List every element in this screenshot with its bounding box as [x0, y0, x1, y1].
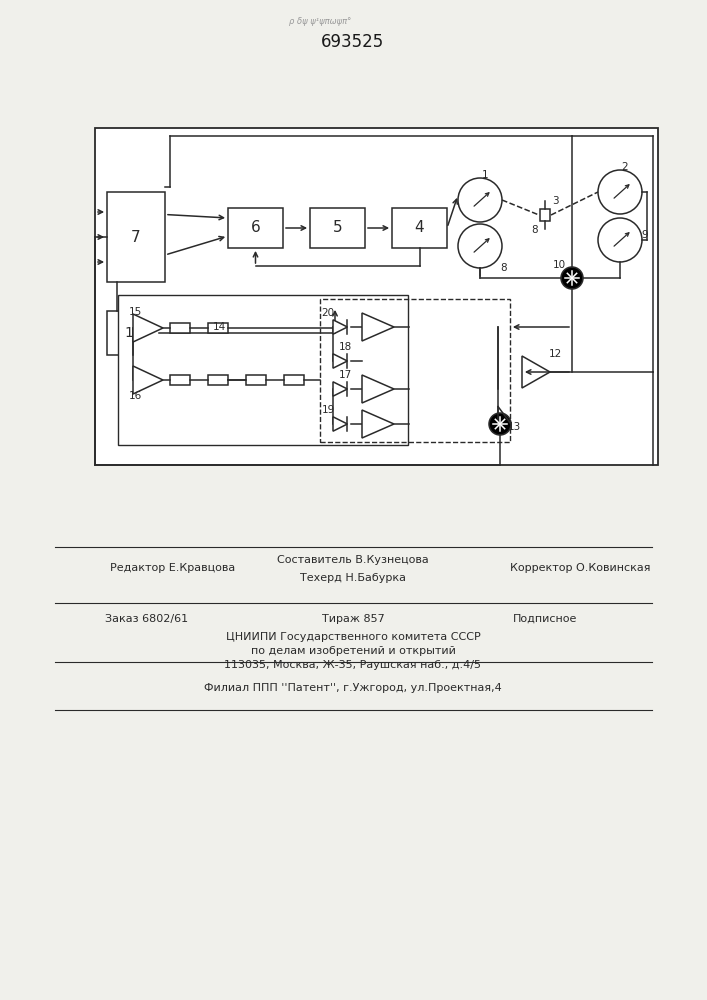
- Circle shape: [598, 218, 642, 262]
- Bar: [392, 208, 447, 248]
- Polygon shape: [333, 354, 347, 368]
- Bar: [246, 375, 266, 385]
- Text: ЦНИИПИ Государственного комитета СССР: ЦНИИПИ Государственного комитета СССР: [226, 632, 480, 642]
- Text: 9: 9: [642, 230, 648, 240]
- Bar: [208, 323, 228, 333]
- Text: 14: 14: [212, 322, 226, 332]
- Text: 8: 8: [501, 263, 508, 273]
- Text: 6: 6: [250, 221, 260, 235]
- Text: 10: 10: [552, 260, 566, 270]
- Text: 113035, Москва, Ж-35, Раушская наб., д.4/5: 113035, Москва, Ж-35, Раушская наб., д.4…: [225, 660, 481, 670]
- Bar: [208, 375, 228, 385]
- Polygon shape: [362, 313, 394, 341]
- Circle shape: [561, 267, 583, 289]
- Text: Подписное: Подписное: [513, 614, 577, 624]
- Text: 11: 11: [124, 326, 142, 340]
- Bar: [310, 208, 365, 248]
- Circle shape: [458, 178, 502, 222]
- Text: по делам изобретений и открытий: по делам изобретений и открытий: [250, 646, 455, 656]
- Text: 1: 1: [481, 170, 489, 180]
- Polygon shape: [362, 375, 394, 403]
- Text: 7: 7: [132, 230, 141, 244]
- Text: 3: 3: [551, 196, 559, 206]
- Text: Филиал ППП ''Патент'', г.Ужгород, ул.Проектная,4: Филиал ППП ''Патент'', г.Ужгород, ул.Про…: [204, 683, 502, 693]
- Text: 15: 15: [129, 307, 141, 317]
- Polygon shape: [333, 382, 347, 396]
- Bar: [228, 208, 283, 248]
- Polygon shape: [522, 356, 550, 388]
- Text: Составитель В.Кузнецова: Составитель В.Кузнецова: [277, 555, 429, 565]
- Text: 5: 5: [333, 221, 342, 235]
- Text: 16: 16: [129, 391, 141, 401]
- Text: 19: 19: [322, 405, 334, 415]
- Polygon shape: [333, 417, 347, 431]
- Bar: [107, 192, 165, 282]
- Bar: [284, 375, 304, 385]
- Bar: [118, 295, 408, 445]
- Text: 17: 17: [339, 370, 351, 380]
- Text: 12: 12: [549, 349, 561, 359]
- Polygon shape: [133, 366, 163, 394]
- Polygon shape: [133, 314, 163, 342]
- Text: 20: 20: [322, 308, 334, 318]
- Polygon shape: [362, 410, 394, 438]
- Circle shape: [458, 224, 502, 268]
- Text: 8: 8: [532, 225, 538, 235]
- Polygon shape: [333, 320, 347, 334]
- Bar: [170, 323, 190, 333]
- Text: Заказ 6802/61: Заказ 6802/61: [105, 614, 188, 624]
- Text: 4: 4: [415, 221, 424, 235]
- Text: Корректор О.Ковинская: Корректор О.Ковинская: [510, 563, 650, 573]
- Text: 18: 18: [339, 342, 351, 352]
- Circle shape: [489, 413, 511, 435]
- Text: 693525: 693525: [322, 33, 385, 51]
- Bar: [170, 375, 190, 385]
- Text: 13: 13: [508, 422, 520, 432]
- Text: Редактор Е.Кравцова: Редактор Е.Кравцова: [110, 563, 235, 573]
- Bar: [107, 311, 159, 355]
- Text: ρ δψ ψ¹ψπωψπ°: ρ δψ ψ¹ψπωψπ°: [289, 17, 351, 26]
- Text: 2: 2: [621, 162, 629, 172]
- Bar: [95, 128, 658, 465]
- Bar: [320, 299, 510, 442]
- Circle shape: [598, 170, 642, 214]
- Text: Тираж 857: Тираж 857: [322, 614, 385, 624]
- Text: Техерд Н.Бабурка: Техерд Н.Бабурка: [300, 573, 406, 583]
- Bar: [540, 209, 550, 221]
